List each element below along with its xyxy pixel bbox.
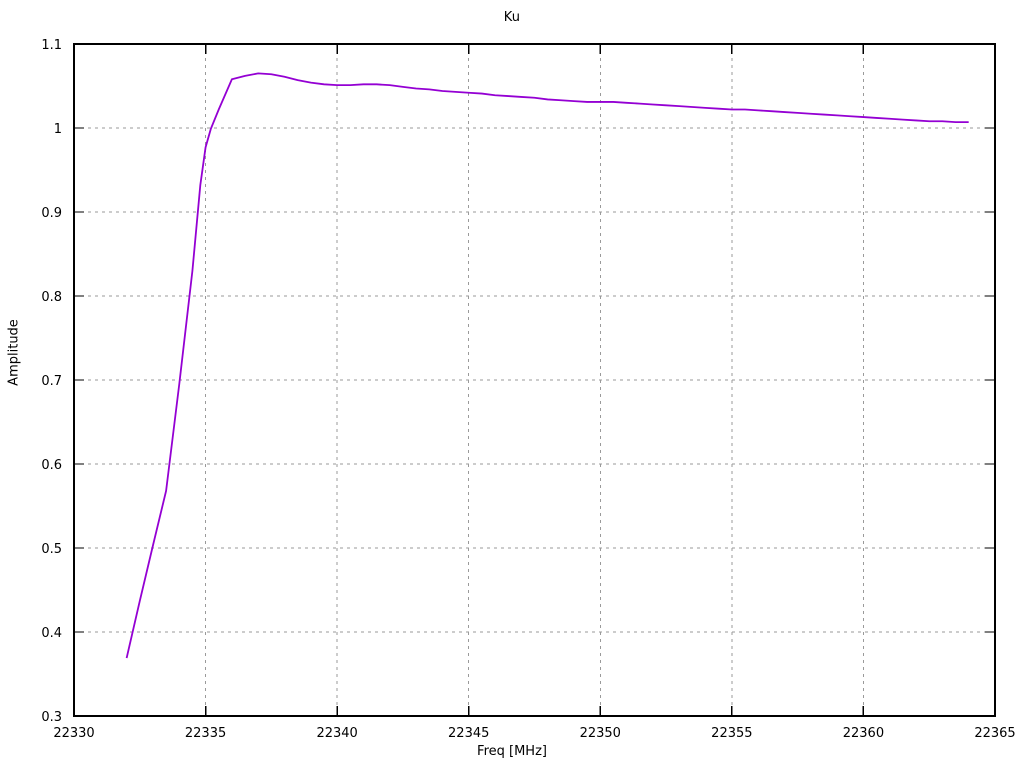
data-series <box>125 72 969 659</box>
x-axis-label: Freq [MHz] <box>477 744 547 759</box>
gridlines <box>74 44 995 716</box>
y-tick-label: 0.5 <box>41 542 62 557</box>
x-tick-label: 22355 <box>711 726 752 741</box>
y-axis-label: Amplitude <box>6 319 22 386</box>
x-tick-label: 22360 <box>843 726 884 741</box>
y-tick-label: 1 <box>54 122 62 137</box>
plot-border <box>73 43 996 717</box>
y-tick-label: 0.7 <box>41 374 62 389</box>
y-tick-label: 0.6 <box>41 458 62 473</box>
y-tick-label: 1.1 <box>41 38 62 53</box>
x-tick-label: 22350 <box>580 726 621 741</box>
y-tick-label: 0.9 <box>41 206 62 221</box>
y-axis-tick-labels: 0.3 0.4 0.5 0.6 0.7 0.8 0.9 1 1.1 <box>41 38 62 725</box>
x-tick-label: 22345 <box>448 726 489 741</box>
x-tick-label: 22335 <box>185 726 226 741</box>
y-tick-label: 0.8 <box>41 290 62 305</box>
tick-marks <box>74 44 995 716</box>
x-tick-label: 22340 <box>316 726 357 741</box>
data-line-ku <box>125 72 969 659</box>
chart-title: Ku <box>503 10 521 25</box>
y-tick-label: 0.4 <box>41 626 62 641</box>
y-tick-label: 0.3 <box>41 710 62 725</box>
x-tick-label: 22330 <box>53 726 94 741</box>
x-axis-tick-labels: 22330 22335 22340 22345 22350 22355 22360 22365 <box>53 726 1015 741</box>
x-tick-label: 22365 <box>974 726 1015 741</box>
